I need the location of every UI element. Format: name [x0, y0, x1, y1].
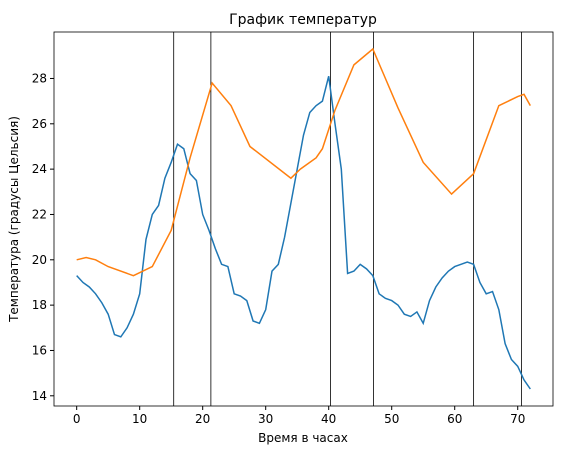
y-tick-label: 20 — [32, 253, 47, 267]
x-axis-label: Время в часах — [258, 431, 348, 445]
y-tick-label: 14 — [32, 389, 47, 403]
y-tick-label: 22 — [32, 207, 47, 221]
chart-title: График температур — [229, 12, 377, 28]
y-tick-label: 28 — [32, 71, 47, 85]
x-tick-label: 40 — [321, 412, 336, 426]
x-tick-label: 0 — [73, 412, 81, 426]
x-tick-label: 50 — [384, 412, 399, 426]
x-tick-label: 60 — [447, 412, 462, 426]
y-tick-label: 16 — [32, 343, 47, 357]
series-line — [76, 47, 531, 277]
x-tick-label: 20 — [195, 412, 210, 426]
series-line — [76, 76, 531, 390]
x-tick-label: 70 — [510, 412, 525, 426]
y-tick-label: 24 — [32, 162, 47, 176]
x-tick-label: 10 — [132, 412, 147, 426]
plot-frame — [53, 31, 554, 407]
y-tick-label: 26 — [32, 117, 47, 131]
y-axis-label: Температура (градусы Цельсия) — [7, 116, 21, 323]
y-tick-label: 18 — [32, 298, 47, 312]
x-tick-label: 30 — [258, 412, 273, 426]
